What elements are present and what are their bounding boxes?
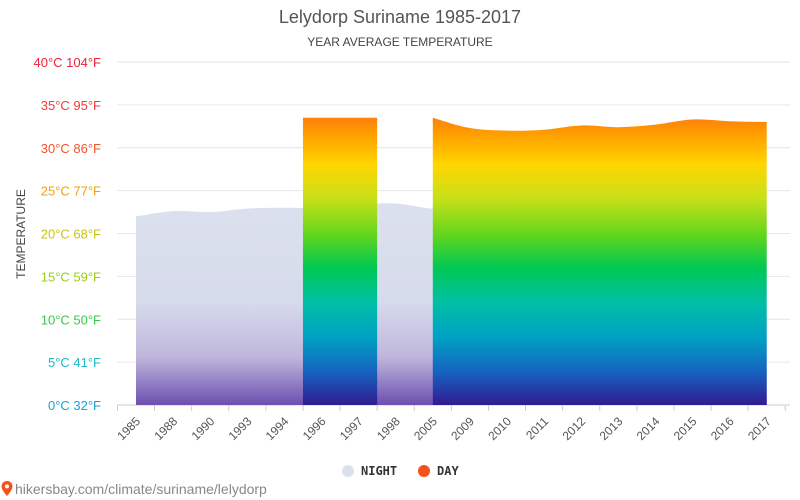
x-tick-label: 2009 xyxy=(448,414,477,443)
x-tick-label: 2015 xyxy=(671,414,700,443)
plot-area xyxy=(136,117,767,406)
y-tick-label: 20°C 68°F xyxy=(41,227,101,242)
y-tick-label: 0°C 32°F xyxy=(48,398,101,413)
x-tick-label: 1988 xyxy=(151,414,180,443)
x-tick-label: 1994 xyxy=(263,414,292,443)
y-tick-label: 35°C 95°F xyxy=(41,98,101,113)
x-tick-label: 2017 xyxy=(745,414,774,443)
y-tick-label: 30°C 86°F xyxy=(41,141,101,156)
x-tick-label: 2012 xyxy=(560,414,589,443)
legend: NIGHT DAY xyxy=(342,464,459,478)
x-tick-label: 2016 xyxy=(708,414,737,443)
chart-subtitle: YEAR AVERAGE TEMPERATURE xyxy=(307,35,492,49)
x-tick-label: 1998 xyxy=(374,414,403,443)
y-axis: 0°C 32°F 5°C 41°F 10°C 50°F 15°C 59°F 20°C 6… xyxy=(34,55,102,413)
legend-swatch-night xyxy=(342,465,354,477)
chart-title: Lelydorp Suriname 1985-2017 xyxy=(279,7,521,27)
x-axis: 1985 1988 1990 1993 1994 1996 1997 1998 2005 2009… xyxy=(114,405,786,443)
x-tick-label: 1993 xyxy=(226,414,255,443)
day-area xyxy=(432,117,767,405)
legend-swatch-day xyxy=(418,465,430,477)
x-tick-label: 1996 xyxy=(300,414,329,443)
x-tick-label: 1997 xyxy=(337,414,366,443)
x-tick-label: 1990 xyxy=(189,414,218,443)
y-axis-label: TEMPERATURE xyxy=(14,189,28,279)
x-tick-label: 2014 xyxy=(634,414,663,443)
y-tick-label: 25°C 77°F xyxy=(41,184,101,199)
y-tick-label: 5°C 41°F xyxy=(48,355,101,370)
x-tick-label: 2010 xyxy=(485,414,514,443)
map-pin-icon xyxy=(1,481,13,496)
source-credit[interactable]: hikersbay.com/climate/suriname/lelydorp xyxy=(1,481,268,497)
x-tick-label: 2005 xyxy=(411,414,440,443)
x-tick-label: 1985 xyxy=(114,414,143,443)
legend-label-night: NIGHT xyxy=(361,464,397,478)
legend-item-night[interactable]: NIGHT xyxy=(342,464,397,478)
source-link: hikersbay.com/climate/suriname/lelydorp xyxy=(15,481,267,497)
day-area xyxy=(302,117,378,406)
legend-item-day[interactable]: DAY xyxy=(418,464,459,478)
y-tick-label: 10°C 50°F xyxy=(41,312,101,327)
legend-label-day: DAY xyxy=(437,464,459,478)
x-tick-label: 2013 xyxy=(597,414,626,443)
y-tick-label: 40°C 104°F xyxy=(34,55,102,70)
x-tick-label: 2011 xyxy=(523,414,551,442)
y-tick-label: 15°C 59°F xyxy=(41,269,101,284)
